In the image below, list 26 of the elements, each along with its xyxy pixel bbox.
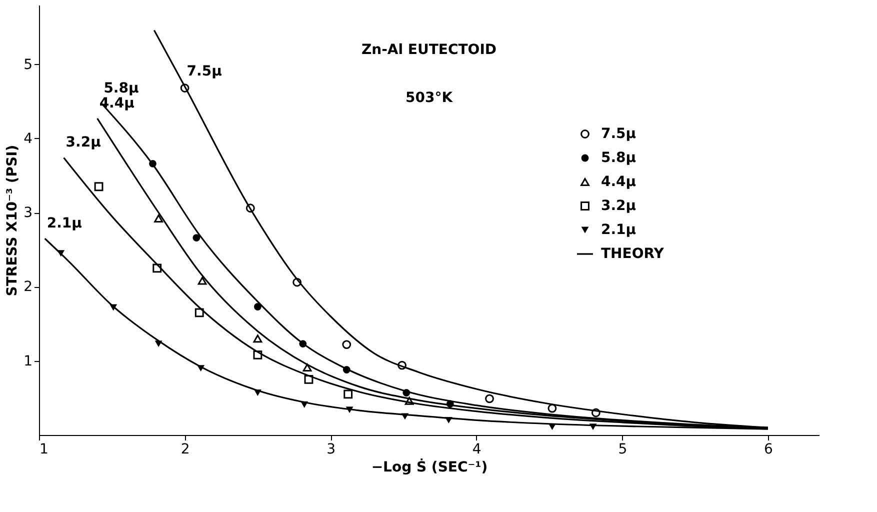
y-tick-label: 2 bbox=[24, 279, 32, 296]
x-tick-label: 6 bbox=[764, 442, 774, 458]
legend-label: 3.2μ bbox=[601, 198, 636, 214]
x-tick-label: 4 bbox=[472, 442, 482, 458]
annotation: 2.1μ bbox=[46, 216, 82, 232]
annotation: Zn-Al EUTECTOID bbox=[361, 42, 497, 58]
y-tick-label: 5 bbox=[24, 56, 32, 73]
annotation: 5.8μ bbox=[104, 80, 139, 97]
x-tick-label: 2 bbox=[180, 442, 190, 458]
x-tick-label: 1 bbox=[40, 442, 48, 458]
annotation: 7.5μ bbox=[186, 64, 222, 80]
annotation: 503°K bbox=[405, 90, 454, 106]
legend-label: THEORY bbox=[601, 246, 665, 262]
y-tick-label: 4 bbox=[24, 130, 33, 147]
x-tick-label: 3 bbox=[326, 442, 336, 458]
x-axis-title: −Log Ṡ (SEC⁻¹) bbox=[371, 458, 488, 476]
legend-label: 4.4μ bbox=[601, 174, 636, 190]
legend-label: 5.8μ bbox=[601, 150, 636, 166]
legend-label: 7.5μ bbox=[601, 126, 636, 142]
y-tick-label: 3 bbox=[24, 205, 32, 222]
x-tick-label: 5 bbox=[618, 442, 628, 458]
annotation: 3.2μ bbox=[66, 134, 101, 151]
legend-label: 2.1μ bbox=[601, 222, 636, 238]
annotation: 4.4μ bbox=[99, 95, 134, 112]
y-tick-label: 1 bbox=[24, 353, 32, 370]
y-axis-title: STRESS X10⁻³ (PSI) bbox=[4, 144, 21, 296]
